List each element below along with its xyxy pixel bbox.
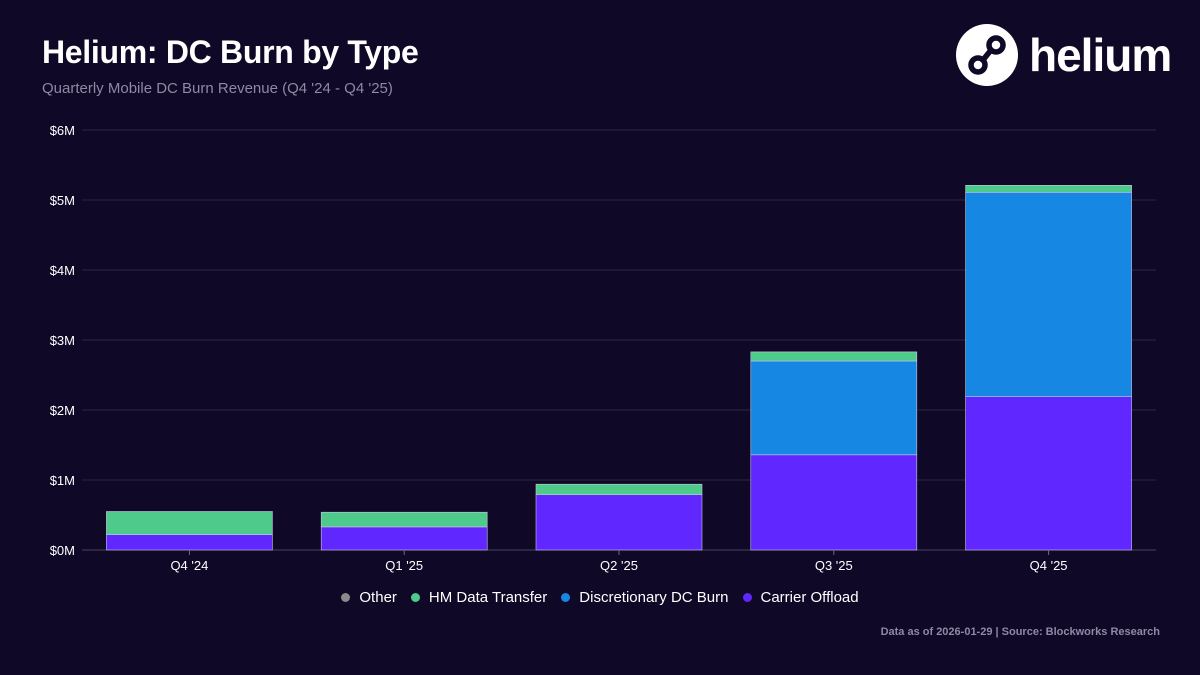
y-tick-label: $3M <box>50 333 75 348</box>
legend-swatch <box>561 593 571 602</box>
bar-segment <box>750 351 918 362</box>
x-tick-label: Q4 '25 <box>1030 558 1068 573</box>
y-tick-label: $5M <box>50 193 75 208</box>
source-footnote: Data as of 2026-01-29 | Source: Blockwor… <box>880 626 1160 638</box>
bar-segment <box>750 360 918 456</box>
legend-item[interactable]: HM Data Transfer <box>410 589 548 606</box>
legend-label: Other <box>359 589 397 606</box>
brand-wordmark: helium <box>1029 29 1172 81</box>
y-tick-label: $0M <box>50 543 75 558</box>
bar-segment <box>535 483 703 496</box>
page-subtitle: Quarterly Mobile DC Burn Revenue (Q4 '24… <box>42 80 393 97</box>
legend-item[interactable]: Discretionary DC Burn <box>561 589 729 606</box>
legend-item[interactable]: Carrier Offload <box>742 589 859 606</box>
bar-segment <box>750 454 918 551</box>
y-tick-label: $2M <box>50 403 75 418</box>
legend-label: Discretionary DC Burn <box>579 589 729 606</box>
x-tick-label: Q1 '25 <box>385 558 423 573</box>
bar-segment <box>965 192 1132 397</box>
legend-item[interactable]: Other <box>341 589 397 606</box>
y-tick-label: $6M <box>50 123 75 138</box>
legend-label: HM Data Transfer <box>428 589 548 606</box>
bar-segment <box>320 511 488 528</box>
y-tick-label: $1M <box>50 473 75 488</box>
bar-segment <box>106 534 273 551</box>
x-tick-label: Q4 '24 <box>170 558 208 573</box>
bar-segment <box>535 494 703 551</box>
bar-segment <box>320 526 488 551</box>
legend-swatch <box>742 593 752 602</box>
brand-logo: helium <box>956 24 1176 86</box>
bar-segment <box>106 511 273 535</box>
page-title: Helium: DC Burn by Type <box>42 34 419 70</box>
chart-legend: Other HM Data Transfer Discretionary DC Bu… <box>0 589 1200 606</box>
helium-logo-icon <box>956 24 1018 86</box>
bar-segment <box>965 185 1132 193</box>
legend-swatch <box>410 593 420 602</box>
x-tick-label: Q2 '25 <box>600 558 638 573</box>
bar-segment <box>965 396 1132 551</box>
legend-swatch <box>341 593 351 602</box>
legend-label: Carrier Offload <box>760 589 859 606</box>
y-tick-label: $4M <box>50 263 75 278</box>
x-tick-label: Q3 '25 <box>815 558 853 573</box>
